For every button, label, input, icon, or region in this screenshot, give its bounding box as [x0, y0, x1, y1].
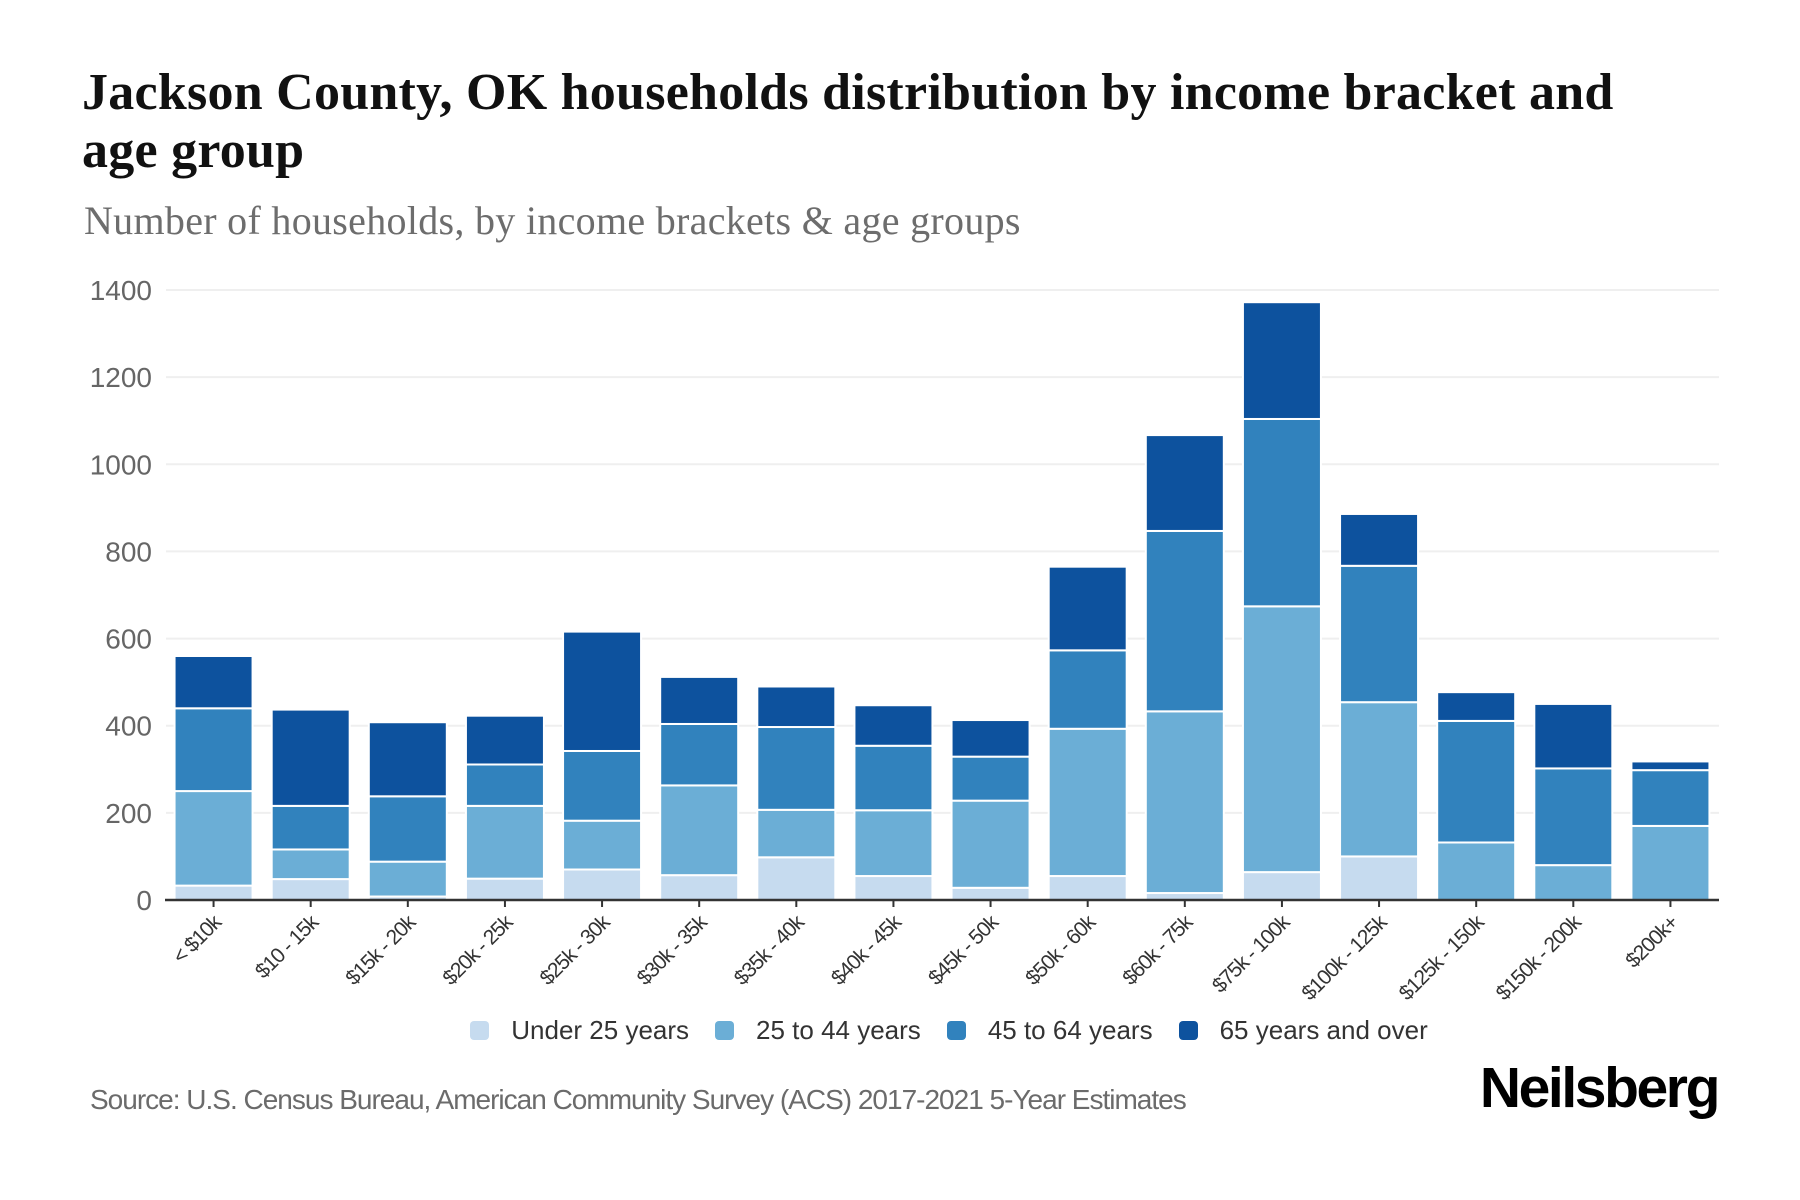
svg-text:$15k - 20k: $15k - 20k — [341, 910, 421, 990]
svg-text:$45k - 50k: $45k - 50k — [924, 910, 1004, 990]
svg-text:400: 400 — [105, 711, 152, 742]
svg-text:$50k - 60k: $50k - 60k — [1021, 910, 1101, 990]
svg-text:1400: 1400 — [90, 275, 152, 306]
svg-text:$60k - 75k: $60k - 75k — [1118, 910, 1198, 990]
svg-text:1000: 1000 — [90, 449, 152, 480]
svg-text:$40k - 45k: $40k - 45k — [827, 910, 907, 990]
svg-text:$20k - 25k: $20k - 25k — [438, 910, 518, 990]
svg-text:$200k+: $200k+ — [1621, 911, 1683, 973]
svg-text:$10 - 15k: $10 - 15k — [251, 910, 324, 983]
svg-text:$150k - 200k: $150k - 200k — [1492, 910, 1587, 1005]
svg-text:200: 200 — [105, 798, 152, 829]
svg-text:$35k - 40k: $35k - 40k — [730, 910, 810, 990]
svg-text:$30k - 35k: $30k - 35k — [633, 910, 713, 990]
svg-text:$100k - 125k: $100k - 125k — [1297, 910, 1392, 1005]
svg-text:1200: 1200 — [90, 362, 152, 393]
svg-text:800: 800 — [105, 536, 152, 567]
svg-text:$25k - 30k: $25k - 30k — [536, 910, 616, 990]
svg-text:0: 0 — [136, 885, 152, 916]
svg-text:600: 600 — [105, 624, 152, 655]
svg-text:$125k - 150k: $125k - 150k — [1395, 910, 1490, 1005]
svg-text:$75k - 100k: $75k - 100k — [1208, 910, 1295, 997]
svg-text:< $10k: < $10k — [169, 910, 227, 968]
